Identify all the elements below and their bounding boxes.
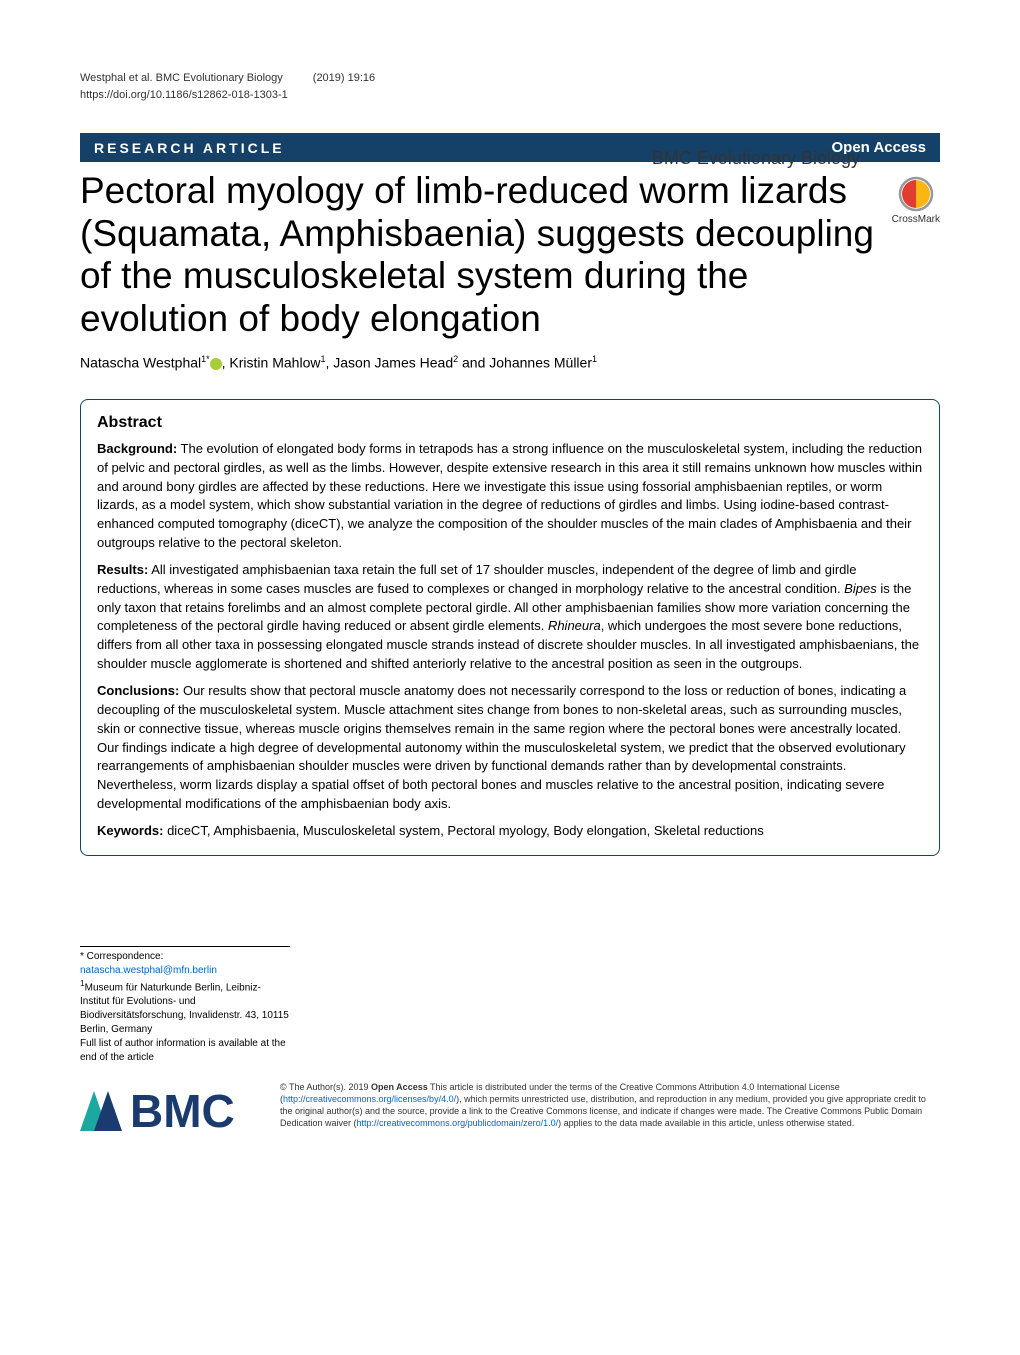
header-area: Westphal et al. BMC Evolutionary Biology…: [80, 70, 940, 103]
license-open-access: Open Access: [371, 1082, 428, 1092]
header-meta: Westphal et al. BMC Evolutionary Biology…: [80, 70, 940, 103]
keywords-text: diceCT, Amphisbaenia, Musculoskeletal sy…: [163, 823, 763, 838]
results-text-1: All investigated amphisbaenian taxa reta…: [97, 562, 857, 596]
year-volume: (2019) 19:16: [313, 70, 375, 87]
article-type-label: RESEARCH ARTICLE: [94, 140, 285, 156]
crossmark-label: CrossMark: [892, 214, 940, 225]
citation: Westphal et al. BMC Evolutionary Biology: [80, 70, 283, 87]
footer-license-row: BMC © The Author(s). 2019 Open Access Th…: [80, 1081, 940, 1137]
background-text: The evolution of elongated body forms in…: [97, 441, 922, 550]
license-link-2[interactable]: http://creativecommons.org/publicdomain/…: [357, 1118, 559, 1128]
conclusions-label: Conclusions:: [97, 683, 179, 698]
correspondence-footer: * Correspondence: natascha.westphal@mfn.…: [80, 946, 290, 1065]
author-4-aff: 1: [592, 354, 597, 364]
author-4: and Johannes Müller: [458, 355, 592, 371]
license-link-1[interactable]: http://creativecommons.org/licenses/by/4…: [283, 1094, 456, 1104]
abstract-box: Abstract Background: The evolution of el…: [80, 399, 940, 856]
taxon-bipes: Bipes: [844, 581, 877, 596]
correspondence-label: * Correspondence:: [80, 951, 163, 962]
license-text: © The Author(s). 2019 Open Access This a…: [280, 1081, 940, 1130]
license-text-3: ) applies to the data made available in …: [558, 1118, 854, 1128]
abstract-heading: Abstract: [97, 414, 923, 432]
affiliation-text: Museum für Naturkunde Berlin, Leibniz-In…: [80, 982, 289, 1035]
author-1-aff: 1*: [201, 354, 210, 364]
author-1: Natascha Westphal: [80, 355, 201, 371]
taxon-rhineura: Rhineura: [548, 618, 601, 633]
abstract-background: Background: The evolution of elongated b…: [97, 440, 923, 553]
keywords-label: Keywords:: [97, 823, 163, 838]
article-title: Pectoral myology of limb-reduced worm li…: [80, 170, 880, 340]
author-2: , Kristin Mahlow: [222, 355, 321, 371]
journal-brand: BMC Evolutionary Biology: [652, 148, 860, 169]
doi: https://doi.org/10.1186/s12862-018-1303-…: [80, 87, 940, 104]
results-label: Results:: [97, 562, 148, 577]
orcid-icon[interactable]: [210, 358, 222, 370]
authors-list: Natascha Westphal1* , Kristin Mahlow 1 , Ja…: [80, 354, 940, 371]
correspondence-email[interactable]: natascha.westphal@mfn.berlin: [80, 965, 217, 976]
svg-text:BMC: BMC: [130, 1085, 235, 1137]
crossmark-badge[interactable]: CrossMark: [892, 176, 940, 225]
abstract-conclusions: Conclusions: Our results show that pecto…: [97, 682, 923, 814]
abstract-keywords: Keywords: diceCT, Amphisbaenia, Musculos…: [97, 822, 923, 841]
abstract-results: Results: All investigated amphisbaenian …: [97, 561, 923, 674]
bmc-logo: BMC: [80, 1081, 260, 1137]
conclusions-text: Our results show that pectoral muscle an…: [97, 683, 906, 811]
license-prefix: © The Author(s). 2019: [280, 1082, 371, 1092]
crossmark-icon: [898, 176, 934, 212]
background-label: Background:: [97, 441, 177, 456]
full-author-list-note: Full list of author information is avail…: [80, 1037, 290, 1065]
author-3: , Jason James Head: [325, 355, 453, 371]
